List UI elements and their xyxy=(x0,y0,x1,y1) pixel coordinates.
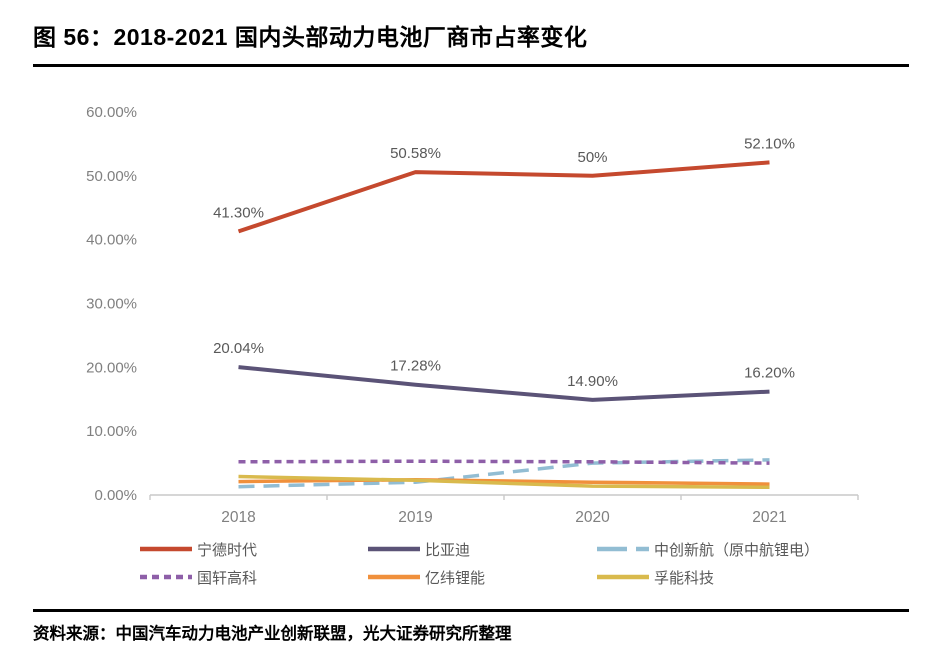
chart-legend: 宁德时代 比亚迪 中创新航（原中航锂电） 国轩高科 亿纬锂能 孚能科技 xyxy=(0,537,942,597)
legend-label: 中创新航（原中航锂电） xyxy=(654,541,820,559)
legend-swatch-solid xyxy=(368,574,420,580)
legend-swatch-dashed-short xyxy=(140,574,192,580)
data-label: 52.10% xyxy=(744,135,795,152)
series-line-5 xyxy=(238,474,770,490)
series-line-0 xyxy=(237,160,770,234)
legend-label: 比亚迪 xyxy=(425,541,471,559)
line-chart: 0.00% 10.00% 20.00% 30.00% 40.00% 50.00% 60.00… xyxy=(0,85,942,535)
legend-label: 国轩高科 xyxy=(197,569,258,587)
source-note: 资料来源：中国汽车动力电池产业创新联盟，光大证券研究所整理 xyxy=(33,625,512,643)
legend-item-1: 比亚迪 xyxy=(368,539,470,559)
legend-item-4: 亿纬锂能 xyxy=(368,567,485,587)
series-line-4 xyxy=(238,477,770,486)
legend-label: 孚能科技 xyxy=(654,569,715,587)
source-rule xyxy=(33,609,909,612)
x-axis-label: 2020 xyxy=(575,509,610,526)
legend-label: 宁德时代 xyxy=(197,541,258,559)
legend-swatch-solid xyxy=(368,546,420,552)
x-axis-label: 2021 xyxy=(752,509,786,526)
y-axis-tick-label: 10.00% xyxy=(86,423,137,440)
y-axis-tick-label: 50.00% xyxy=(86,168,137,185)
title-rule xyxy=(33,64,909,67)
y-axis-tick-label: 0.00% xyxy=(94,487,137,504)
legend-swatch-solid xyxy=(140,546,192,552)
legend-item-0: 宁德时代 xyxy=(140,539,257,559)
legend-item-5: 孚能科技 xyxy=(597,567,714,587)
data-label: 50.58% xyxy=(390,145,441,162)
y-axis-tick-label: 40.00% xyxy=(86,232,137,249)
data-label: 41.30% xyxy=(213,204,264,221)
figure-title: 图 56：2018-2021 国内头部动力电池厂商市占率变化 xyxy=(33,24,588,50)
series-line-3 xyxy=(238,459,770,465)
y-axis-tick-label: 60.00% xyxy=(86,104,137,121)
x-axis-label: 2018 xyxy=(221,509,255,526)
legend-swatch-dashed-long xyxy=(597,546,649,552)
data-label: 17.28% xyxy=(390,358,441,375)
series-line-1 xyxy=(238,365,770,402)
x-axis-label: 2019 xyxy=(398,509,432,526)
legend-label: 亿纬锂能 xyxy=(425,569,486,587)
chart-svg: 0.00% 10.00% 20.00% 30.00% 40.00% 50.00% 60.00… xyxy=(86,104,859,526)
data-label: 20.04% xyxy=(213,340,264,357)
y-axis-tick-label: 30.00% xyxy=(86,296,137,313)
legend-item-2: 中创新航（原中航锂电） xyxy=(597,539,819,559)
legend-swatch-solid xyxy=(597,574,649,580)
data-label: 50% xyxy=(577,149,607,166)
data-label: 14.90% xyxy=(567,373,618,390)
y-axis-tick-label: 20.00% xyxy=(86,359,137,376)
data-label: 16.20% xyxy=(744,365,795,382)
legend-item-3: 国轩高科 xyxy=(140,567,257,587)
series-line-2 xyxy=(238,458,770,489)
